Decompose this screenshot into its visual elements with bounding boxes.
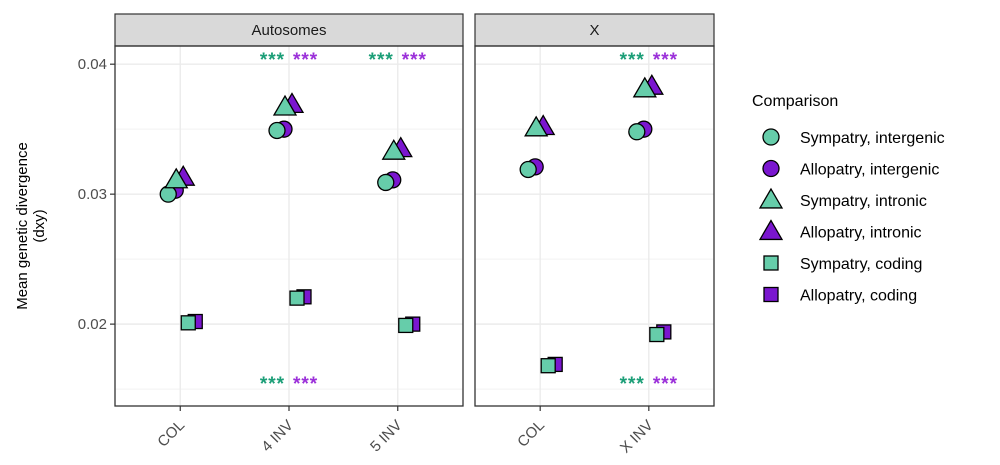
y-axis-title-line: Mean genetic divergence bbox=[14, 142, 31, 310]
legend-label-sympatry-coding: Sympatry, coding bbox=[800, 256, 922, 273]
point-sympatry-intergenic-col bbox=[159, 185, 177, 203]
point-sympatry-intronic-4-inv bbox=[272, 94, 298, 116]
y-axis-title: Mean genetic divergence(dxy) bbox=[14, 142, 48, 310]
point-sympatry-coding-col bbox=[540, 358, 556, 374]
significance-allopatry-bottom-4-inv: *** bbox=[293, 374, 318, 395]
x-tick-label-x-inv: X INV bbox=[617, 417, 657, 457]
significance-sympatry-top-x-inv: *** bbox=[620, 50, 645, 71]
point-sympatry-intergenic-x-inv bbox=[628, 123, 646, 141]
x-tick-label-col: COL bbox=[514, 417, 548, 451]
legend-label-allopatry-intronic: Allopatry, intronic bbox=[800, 225, 922, 242]
legend-label-allopatry-intergenic: Allopatry, intergenic bbox=[800, 162, 939, 179]
legend-key-allopatry-intergenic bbox=[762, 159, 780, 178]
point-sympatry-coding-4-inv bbox=[289, 290, 305, 306]
facet-strip bbox=[114, 13, 464, 47]
point-sympatry-intronic-5-inv bbox=[381, 138, 406, 160]
significance-allopatry-top-x-inv: *** bbox=[653, 50, 678, 71]
panel-background bbox=[475, 46, 714, 406]
significance-sympatry-top-4-inv: *** bbox=[260, 50, 285, 71]
point-sympatry-coding-5-inv bbox=[398, 317, 414, 334]
significance-sympatry-bottom-4-inv: *** bbox=[260, 374, 285, 395]
legend-title: Comparison bbox=[752, 93, 838, 110]
point-sympatry-coding-col bbox=[180, 315, 196, 331]
x-tick-label-5-inv: 5 INV bbox=[367, 417, 406, 456]
legend-label-allopatry-coding: Allopatry, coding bbox=[800, 288, 917, 305]
y-axis-title-line: (dxy) bbox=[31, 209, 48, 242]
significance-allopatry-bottom-x-inv: *** bbox=[653, 374, 678, 395]
point-sympatry-intergenic-5-inv bbox=[377, 173, 395, 192]
point-sympatry-intronic-col bbox=[164, 167, 189, 189]
y-tick-label: 0.02 bbox=[78, 316, 107, 333]
significance-sympatry-top-5-inv: *** bbox=[369, 50, 394, 71]
legend-label-sympatry-intergenic: Sympatry, intergenic bbox=[800, 130, 945, 147]
legend-label-sympatry-intronic: Sympatry, intronic bbox=[800, 193, 927, 210]
significance-allopatry-top-5-inv: *** bbox=[402, 50, 427, 71]
point-sympatry-intronic-col bbox=[524, 115, 549, 137]
legend-key-sympatry-intergenic bbox=[762, 128, 780, 146]
facet-strip bbox=[474, 13, 715, 47]
point-sympatry-intronic-x-inv bbox=[632, 76, 657, 98]
legend-key-sympatry-coding bbox=[763, 255, 779, 271]
facet-strip-label: X bbox=[589, 22, 599, 39]
point-sympatry-coding-x-inv bbox=[649, 326, 665, 343]
legend-key-allopatry-coding bbox=[763, 286, 779, 303]
panel-border bbox=[474, 45, 715, 407]
point-sympatry-intergenic-4-inv bbox=[268, 121, 286, 140]
legend-key-sympatry-intronic bbox=[758, 187, 784, 209]
significance-sympatry-bottom-x-inv: *** bbox=[620, 374, 645, 395]
x-tick-label-col: COL bbox=[154, 417, 188, 451]
facet-strip-label: Autosomes bbox=[251, 22, 326, 39]
x-tick-label-4-inv: 4 INV bbox=[258, 417, 297, 456]
y-tick-label: 0.04 bbox=[78, 56, 107, 73]
significance-allopatry-top-4-inv: *** bbox=[293, 50, 318, 71]
point-sympatry-intergenic-col bbox=[519, 160, 537, 179]
y-tick-label: 0.03 bbox=[78, 186, 107, 203]
legend-key-allopatry-intronic bbox=[758, 219, 784, 241]
